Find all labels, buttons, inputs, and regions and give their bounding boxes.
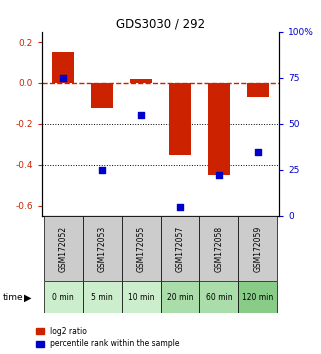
Text: GSM172055: GSM172055 <box>136 225 145 272</box>
Bar <box>122 281 160 313</box>
Bar <box>52 52 74 83</box>
Bar <box>130 79 152 83</box>
Bar <box>44 216 82 281</box>
Point <box>216 173 221 178</box>
Bar <box>247 83 269 97</box>
Bar <box>160 281 199 313</box>
Bar <box>199 281 239 313</box>
Text: 5 min: 5 min <box>91 293 113 302</box>
Text: GSM172053: GSM172053 <box>98 225 107 272</box>
Point <box>100 167 105 173</box>
Bar <box>160 216 199 281</box>
Bar <box>122 216 160 281</box>
Title: GDS3030 / 292: GDS3030 / 292 <box>116 18 205 31</box>
Text: 60 min: 60 min <box>205 293 232 302</box>
Point <box>138 112 143 118</box>
Text: GSM172057: GSM172057 <box>176 225 185 272</box>
Text: GSM172059: GSM172059 <box>253 225 262 272</box>
Bar <box>208 83 230 175</box>
Bar <box>239 216 277 281</box>
Text: GSM172058: GSM172058 <box>214 225 223 272</box>
Bar <box>91 83 113 108</box>
Text: 0 min: 0 min <box>52 293 74 302</box>
Point <box>61 75 66 81</box>
Text: GSM172052: GSM172052 <box>59 225 68 272</box>
Legend: log2 ratio, percentile rank within the sample: log2 ratio, percentile rank within the s… <box>36 327 179 348</box>
Bar <box>239 281 277 313</box>
Text: 10 min: 10 min <box>128 293 154 302</box>
Point <box>178 204 183 210</box>
Bar <box>199 216 239 281</box>
Text: time: time <box>3 293 24 302</box>
Point <box>255 149 260 154</box>
Bar <box>82 281 122 313</box>
Text: 120 min: 120 min <box>242 293 273 302</box>
Text: ▶: ▶ <box>24 292 31 302</box>
Text: 20 min: 20 min <box>167 293 193 302</box>
Bar <box>169 83 191 155</box>
Bar <box>44 281 82 313</box>
Bar <box>82 216 122 281</box>
